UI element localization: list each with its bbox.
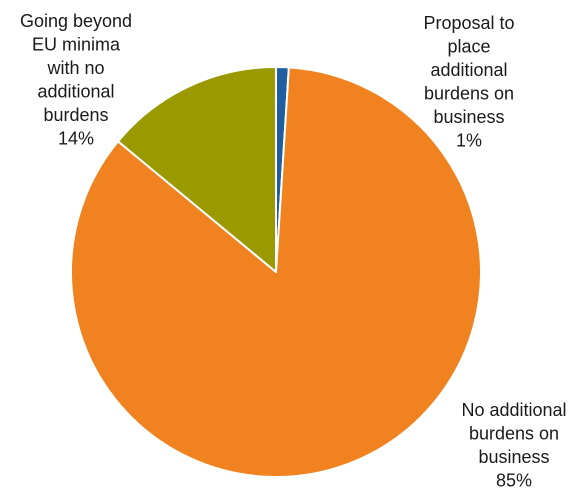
slice-label-line: Going beyond xyxy=(20,11,132,31)
slice-label-line: burdens on xyxy=(424,84,514,104)
slice-label-0: Proposal to place additional burdens on busi… xyxy=(423,13,514,151)
slice-label-line: Proposal to xyxy=(423,13,514,33)
slice-percent-label: 1% xyxy=(456,131,482,151)
slice-percent-label: 14% xyxy=(58,129,94,149)
slice-label-line: additional xyxy=(430,60,507,80)
slice-label-line: additional xyxy=(37,82,114,102)
slice-percent-label: 85% xyxy=(496,471,532,491)
slice-label-line: burdens xyxy=(43,105,108,125)
slice-label-line: No additional xyxy=(461,400,566,420)
slice-label-line: place xyxy=(447,37,490,57)
slice-label-line: burdens on xyxy=(469,424,559,444)
slice-label-line: business xyxy=(478,447,549,467)
pie-slices xyxy=(70,65,482,478)
slice-label-1: No additional burdens on business 85% xyxy=(461,400,566,491)
slice-label-line: EU minima xyxy=(32,35,121,55)
pie-labels: Proposal to place additional burdens on busi… xyxy=(20,11,567,491)
slice-label-line: with no xyxy=(46,58,104,78)
slice-label-line: business xyxy=(433,107,504,127)
slice-label-2: Going beyond EU minima with no additional bu… xyxy=(20,11,132,149)
pie-slice-2 xyxy=(117,66,277,273)
